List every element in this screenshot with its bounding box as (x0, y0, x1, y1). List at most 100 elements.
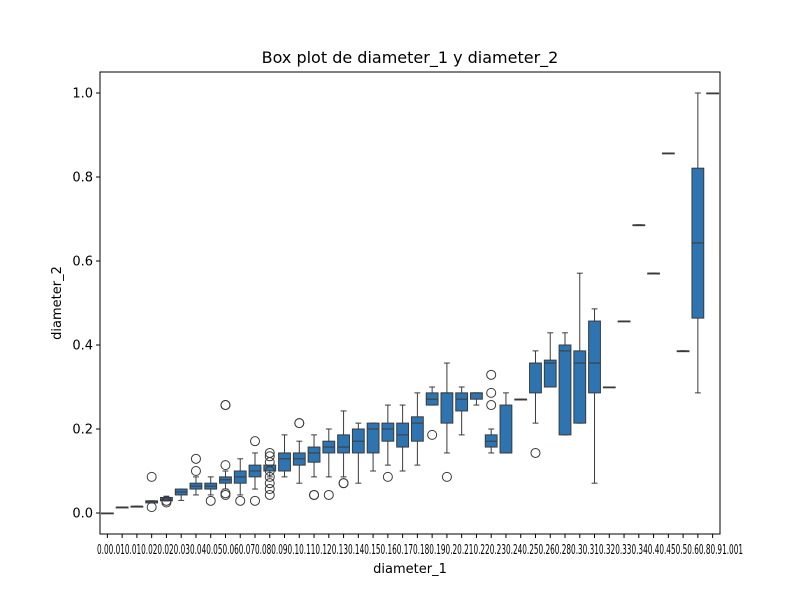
box-group (204, 476, 218, 506)
outlier-point (190, 466, 201, 476)
outlier-point (250, 436, 260, 447)
box-iqr (573, 350, 587, 424)
y-tick-label: 0.4 (72, 339, 93, 354)
box-group (337, 410, 350, 489)
outlier-point (220, 460, 231, 471)
box-group (514, 398, 528, 401)
box-iqr (278, 452, 291, 472)
x-axis: 0.00.010.010.020.020.030.040.050.060.070… (97, 534, 743, 558)
box-group (145, 471, 159, 513)
y-tick-label: 0.6 (72, 255, 93, 270)
box-group (632, 224, 646, 227)
outlier-point (264, 489, 275, 500)
box-iqr (499, 404, 513, 454)
box-iqr (558, 344, 572, 436)
outlier-point (486, 369, 497, 380)
box-group (160, 495, 173, 508)
box-group (470, 392, 483, 406)
box-group (292, 418, 306, 484)
box-iqr (307, 446, 321, 463)
box-group (130, 505, 144, 508)
y-axis-title: diameter_2 (50, 266, 65, 340)
box-group (484, 369, 498, 454)
outlier-point (264, 466, 275, 476)
box-iqr (470, 392, 483, 400)
x-tick-labels: 0.00.010.010.020.020.030.040.050.060.070… (97, 543, 743, 558)
outlier-point (146, 502, 157, 513)
box-group (322, 428, 336, 500)
box-group (617, 320, 631, 323)
box-group (100, 512, 114, 515)
outlier-point (309, 489, 320, 500)
box-group (455, 386, 469, 436)
box-group (278, 434, 291, 478)
box-iqr (440, 392, 454, 424)
box-group (381, 404, 395, 482)
outlier-point (294, 418, 305, 429)
box-iqr (455, 392, 469, 412)
box-group (174, 488, 188, 501)
chart-title: Box plot de diameter_1 y diameter_2 (262, 48, 559, 68)
box-group (425, 386, 439, 440)
outlier-point (190, 453, 201, 464)
outlier-point (382, 471, 393, 482)
outlier-point (161, 497, 172, 508)
box-group (219, 400, 232, 500)
box-group (499, 392, 513, 454)
y-tick-label: 1.0 (72, 87, 93, 102)
box-group (661, 152, 675, 155)
x-axis-title: diameter_1 (373, 562, 447, 577)
outlier-point (205, 495, 216, 506)
outlier-point (427, 429, 438, 440)
outlier-point (220, 400, 231, 411)
box-group (351, 422, 365, 484)
outlier-point (264, 471, 275, 482)
outlier-point (264, 478, 275, 489)
outlier-point (235, 495, 246, 506)
box-group (588, 308, 601, 484)
box-group (602, 386, 616, 389)
box-group (307, 434, 321, 500)
box-group (248, 436, 262, 506)
box-group (543, 332, 557, 388)
box-group (558, 332, 572, 436)
outlier-point (250, 495, 260, 506)
outlier-point (264, 451, 275, 462)
y-tick-label: 0.8 (72, 171, 93, 186)
outlier-point (323, 489, 334, 500)
box-iqr (543, 359, 557, 388)
plot-area (100, 92, 720, 515)
box-iqr (337, 434, 350, 454)
outlier-point (264, 484, 275, 495)
box-group (233, 458, 247, 506)
box-group (263, 447, 277, 500)
box-group (691, 92, 705, 394)
outlier-point (338, 478, 349, 489)
box-iqr (529, 362, 542, 394)
outlier-point (486, 400, 497, 411)
box-group (647, 272, 660, 275)
box-iqr (381, 422, 395, 442)
box-group (115, 506, 129, 509)
outlier-point (441, 471, 452, 482)
y-tick-label: 0.0 (72, 507, 93, 522)
y-axis: 0.0 0.2 0.4 0.6 0.8 1.0 (72, 87, 100, 522)
box-group (410, 392, 424, 466)
box-group (706, 92, 720, 95)
box-group (573, 272, 587, 424)
outlier-point (530, 447, 541, 458)
box-group (396, 404, 410, 472)
outlier-point (486, 387, 497, 398)
box-group (366, 422, 380, 472)
box-iqr (410, 416, 424, 442)
outlier-point (220, 488, 231, 499)
box-group (676, 350, 690, 353)
box-iqr (588, 320, 601, 394)
box-iqr (160, 496, 173, 502)
box-iqr (366, 422, 380, 454)
outlier-point (146, 471, 157, 482)
box-group (440, 362, 454, 482)
box-group (529, 350, 542, 458)
box-group (189, 453, 203, 496)
